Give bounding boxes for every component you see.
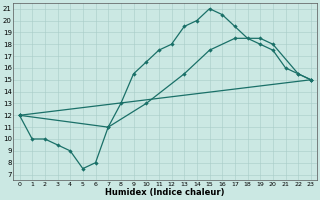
X-axis label: Humidex (Indice chaleur): Humidex (Indice chaleur) — [106, 188, 225, 197]
